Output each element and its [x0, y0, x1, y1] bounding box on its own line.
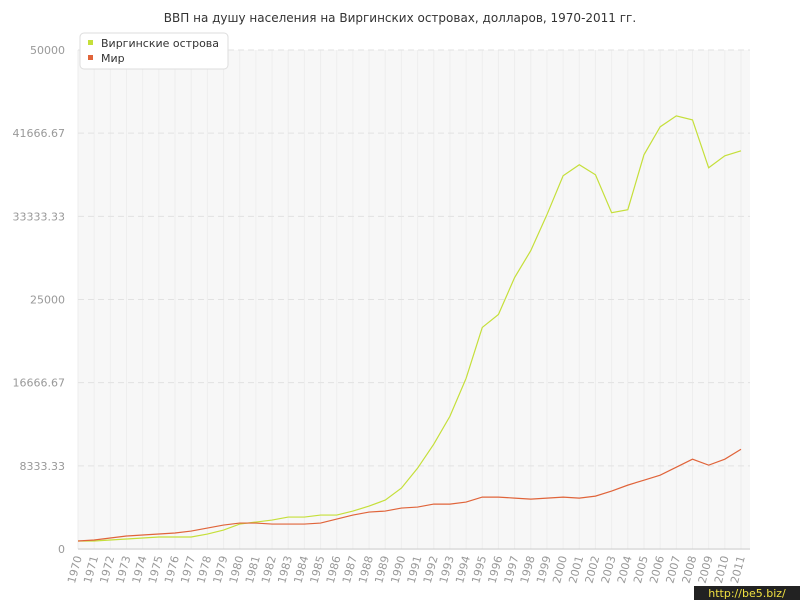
line-series — [78, 115, 742, 542]
legend-label: Мир — [101, 52, 125, 65]
y-tick-label: 16666.67 — [13, 377, 66, 390]
legend-swatch — [88, 40, 93, 45]
y-tick-label: 41666.67 — [13, 127, 66, 140]
y-tick-label: 0 — [58, 543, 65, 556]
line-series — [77, 448, 742, 542]
legend-swatch — [88, 55, 93, 60]
y-tick-label: 8333.33 — [20, 460, 66, 473]
y-tick-label: 33333.33 — [13, 210, 66, 223]
watermark: http://be5.biz/ — [708, 587, 786, 600]
y-tick-label: 50000 — [30, 44, 65, 57]
legend-label: Виргинские острова — [101, 37, 219, 50]
legend-box — [79, 32, 229, 70]
watermark-bg — [694, 586, 800, 600]
chart-title: ВВП на душу населения на Виргинских остр… — [164, 11, 636, 25]
y-tick-label: 25000 — [30, 294, 65, 307]
